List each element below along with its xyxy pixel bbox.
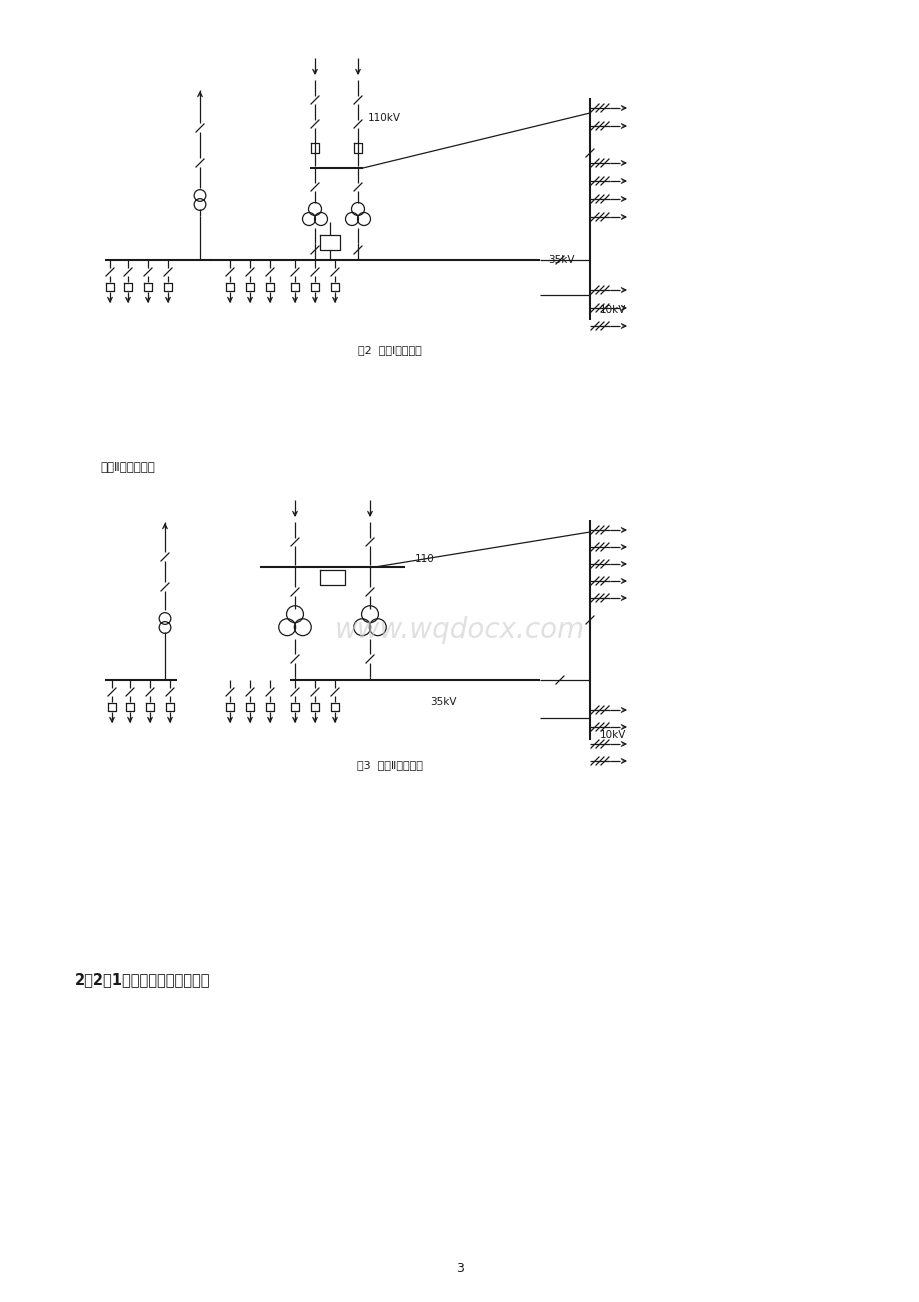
Text: 110kV: 110kV — [368, 113, 401, 122]
Text: 图3  方案Ⅱ主接线图: 图3 方案Ⅱ主接线图 — [357, 760, 423, 769]
Text: 35kV: 35kV — [548, 255, 573, 266]
Text: 110: 110 — [414, 553, 435, 564]
Text: 35kV: 35kV — [429, 697, 456, 707]
Text: 10kV: 10kV — [599, 305, 626, 315]
Text: 10kV: 10kV — [599, 730, 626, 740]
Text: 3: 3 — [456, 1262, 463, 1275]
Text: www.wqdocx.com: www.wqdocx.com — [335, 616, 584, 644]
Text: 图2  方案Ⅰ主接线图: 图2 方案Ⅰ主接线图 — [357, 345, 422, 355]
Text: 方案Ⅱ主接线图：: 方案Ⅱ主接线图： — [100, 461, 154, 474]
Text: 2．2．1主接线方案的比较确定: 2．2．1主接线方案的比较确定 — [75, 973, 210, 987]
